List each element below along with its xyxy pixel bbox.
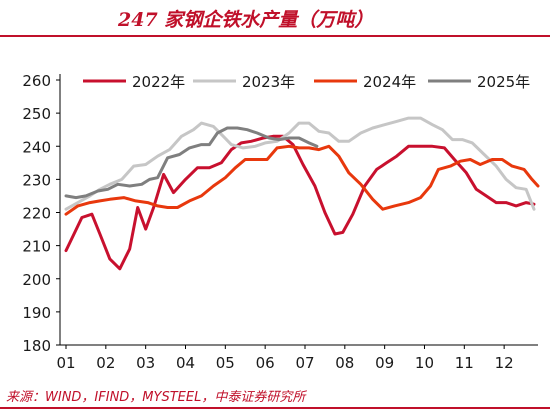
- legend-label-4: 2025年: [477, 73, 530, 91]
- line-chart: 180 190 200 210 220 230 240 250 260 01 02 03 04 05 06 0…: [22, 72, 540, 372]
- x-tick-label: 03: [136, 354, 155, 372]
- x-tick-label: 05: [216, 354, 235, 372]
- series-line-3: [64, 144, 540, 216]
- x-tick-label: 01: [56, 354, 75, 372]
- x-tick-label: 09: [375, 354, 394, 372]
- legend-label-1: 2022年: [132, 73, 185, 91]
- x-tick-label: 08: [335, 354, 354, 372]
- x-tick-label: 02: [96, 354, 115, 372]
- y-tick-label: 240: [22, 138, 51, 156]
- y-tick-label: 200: [22, 271, 51, 289]
- series-line-2: [64, 116, 536, 211]
- x-tick-label: 06: [256, 354, 275, 372]
- legend-label-3: 2024年: [363, 73, 416, 91]
- y-tick-label: 260: [22, 72, 51, 90]
- x-tick-label: 04: [176, 354, 195, 372]
- y-tick-label: 180: [22, 337, 51, 355]
- x-tick-label: 10: [415, 354, 434, 372]
- chart-title-bar: 247 家钢企铁水产量（万吨）: [0, 0, 550, 37]
- y-tick-label: 250: [22, 105, 51, 123]
- chart-title: 247 家钢企铁水产量（万吨）: [118, 9, 374, 31]
- legend-label-2: 2023年: [242, 73, 295, 91]
- x-tick-label: 11: [455, 354, 474, 372]
- series-line-4: [64, 126, 319, 200]
- bottom-rule: [0, 407, 550, 409]
- y-tick-label: 230: [22, 171, 51, 189]
- source-note: 来源：WIND，IFIND，MYSTEEL，中泰证券研究所: [6, 390, 306, 405]
- y-tick-label: 210: [22, 238, 51, 256]
- x-tick-label: 07: [295, 354, 314, 372]
- y-tick-label: 190: [22, 304, 51, 322]
- x-tick-label: 12: [495, 354, 514, 372]
- title-underline: [0, 35, 550, 37]
- series-line-1: [64, 134, 536, 271]
- y-tick-label: 220: [22, 205, 51, 223]
